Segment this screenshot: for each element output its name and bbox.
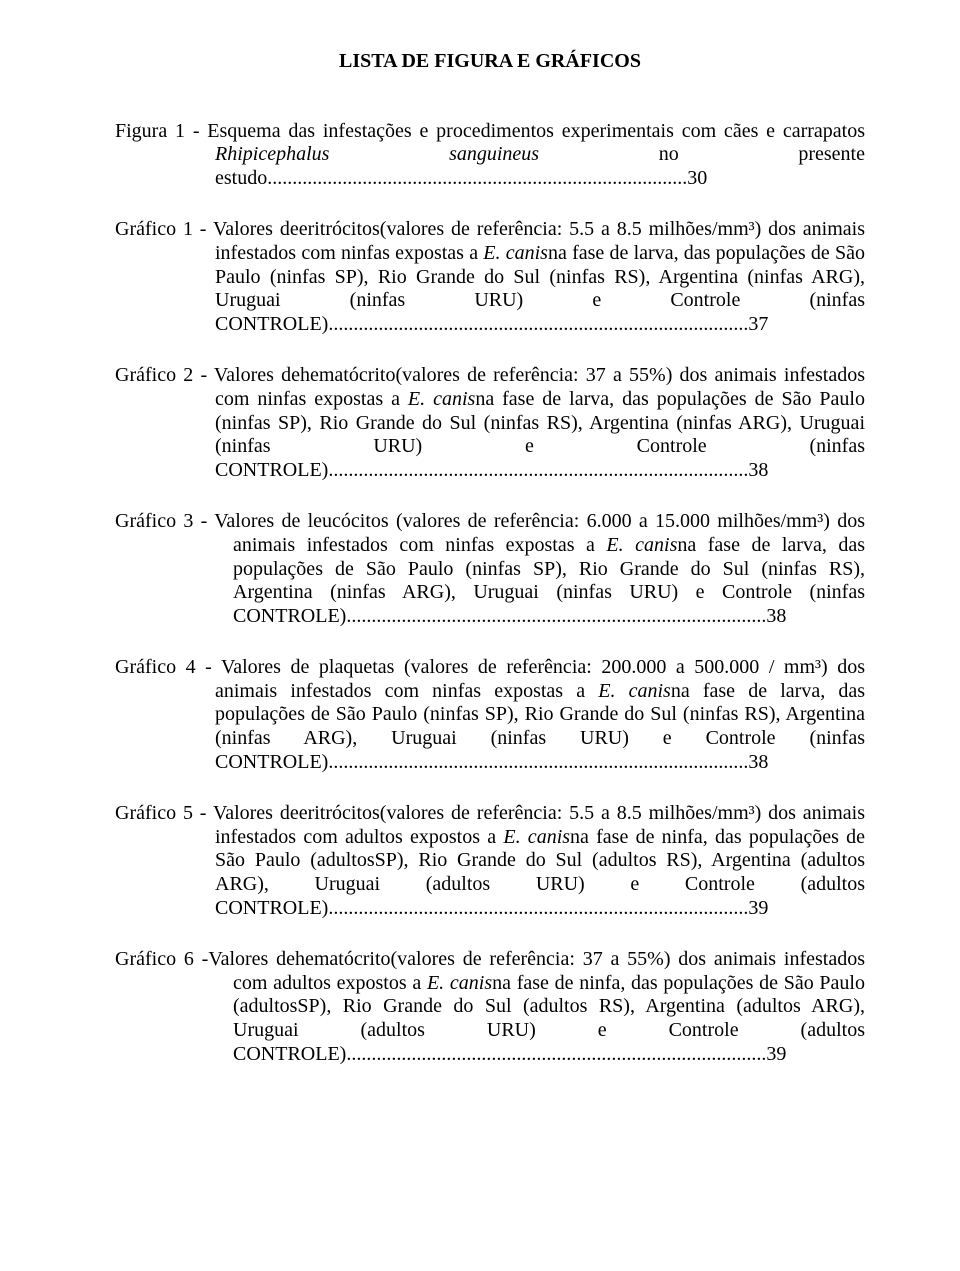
entry-page-number: 38	[748, 751, 768, 773]
leader-dots: ........................................…	[328, 313, 748, 335]
list-entry: Gráfico 2 - Valores dehematócrito(valore…	[115, 364, 865, 482]
entry-text: Gráfico 5 - Valores deeritrócitos(valore…	[115, 802, 865, 920]
list-entry: Gráfico 6 -Valores dehematócrito(valores…	[115, 948, 865, 1066]
entry-italic-text: E. canis	[503, 826, 570, 848]
leader-dots: ........................................…	[328, 459, 748, 481]
entry-page-number: 37	[748, 313, 768, 335]
entry-italic-text: E. canis	[606, 534, 677, 556]
entry-page-number: 39	[748, 897, 768, 919]
leader-dots: ........................................…	[328, 897, 748, 919]
entry-page-number: 39	[766, 1043, 786, 1065]
entry-italic-text: E. canis	[598, 680, 671, 702]
entry-page-number: 38	[748, 459, 768, 481]
leader-dots: ........................................…	[267, 167, 687, 189]
entry-page-number: 38	[766, 605, 786, 627]
entry-plain-text: Figura 1 - Esquema das infestações e pro…	[115, 120, 865, 142]
entry-text: Gráfico 1 - Valores deeritrócitos(valore…	[115, 218, 865, 336]
list-entry: Gráfico 5 - Valores deeritrócitos(valore…	[115, 802, 865, 920]
leader-dots: ........................................…	[328, 751, 748, 773]
leader-dots: ........................................…	[346, 605, 766, 627]
entry-italic-text: E. canis	[408, 388, 475, 410]
entry-page-number: 30	[687, 167, 707, 189]
page: LISTA DE FIGURA E GRÁFICOS Figura 1 - Es…	[0, 0, 960, 1271]
leader-dots: ........................................…	[346, 1043, 766, 1065]
list-entry: Gráfico 3 - Valores de leucócitos (valor…	[115, 510, 865, 628]
entry-italic-text: E. canis	[483, 242, 548, 264]
entry-text: Gráfico 3 - Valores de leucócitos (valor…	[115, 510, 865, 628]
entry-text: Gráfico 2 - Valores dehematócrito(valore…	[115, 364, 865, 482]
list-entry: Gráfico 1 - Valores deeritrócitos(valore…	[115, 218, 865, 336]
list-entry: Gráfico 4 - Valores de plaquetas (valore…	[115, 656, 865, 774]
entry-italic-text: Rhipicephalus sanguineus	[215, 143, 539, 165]
entry-text: Figura 1 - Esquema das infestações e pro…	[115, 120, 865, 191]
list-title: LISTA DE FIGURA E GRÁFICOS	[115, 50, 865, 74]
entry-text: Gráfico 6 -Valores dehematócrito(valores…	[115, 948, 865, 1066]
entries-container: Figura 1 - Esquema das infestações e pro…	[115, 120, 865, 1067]
entry-text: Gráfico 4 - Valores de plaquetas (valore…	[115, 656, 865, 774]
entry-italic-text: E. canis	[427, 972, 492, 994]
list-entry: Figura 1 - Esquema das infestações e pro…	[115, 120, 865, 191]
